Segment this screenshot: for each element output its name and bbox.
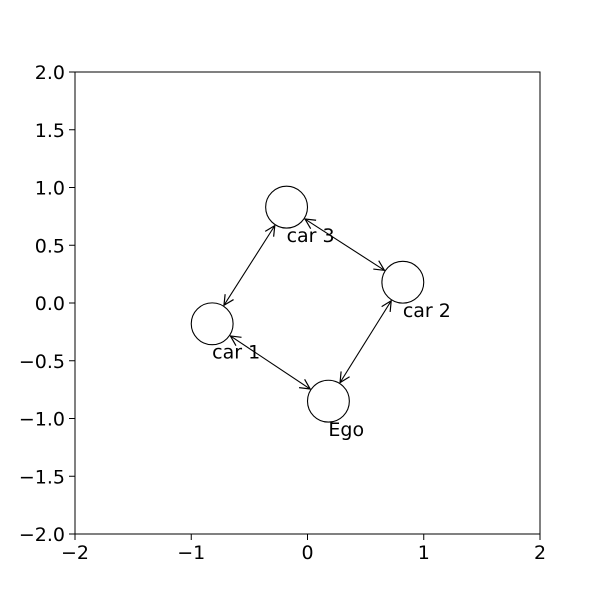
x-tick-label: −2 [61,542,89,564]
edge-arrow-car1-ego [230,336,310,389]
y-tick-label: 0.0 [35,293,65,315]
nodes-layer [190,185,425,423]
edges-layer [224,219,391,389]
y-tick-label: 1.0 [35,178,65,200]
y-tick-label: 2.0 [35,62,65,84]
labels-layer: Ego car 1 car 2 car 3 [212,225,451,441]
y-tick-label: −1.5 [19,466,65,488]
ticks-layer: −2 −1 0 1 2 −2.0 −1.5 −1.0 −0.5 0.0 0.5 1.0 1.5 2.0 [19,62,546,564]
node-circle-ego [306,379,350,423]
edge-arrow-car2-car3 [305,219,384,270]
edge-arrow-ego-car2 [340,301,391,383]
y-tick-label: 1.5 [35,120,65,142]
node-label-car3: car 3 [287,225,335,247]
y-tick-label: 0.5 [35,235,65,257]
x-tick-label: 2 [534,542,546,564]
node-circle-car1 [190,302,234,346]
edge-arrow-car3-car1 [224,226,275,306]
x-tick-label: 0 [301,542,313,564]
y-tick-label: −0.5 [19,351,65,373]
plot-area-frame [74,71,541,535]
node-label-car2: car 2 [403,300,451,322]
x-tick-label: −1 [177,542,205,564]
y-tick-label: −1.0 [19,409,65,431]
node-label-car1: car 1 [212,342,260,364]
x-tick-label: 1 [418,542,430,564]
node-label-ego: Ego [328,419,364,441]
node-circle-car3 [265,185,309,229]
y-tick-label: −2.0 [19,524,65,546]
node-circle-car2 [381,260,425,304]
